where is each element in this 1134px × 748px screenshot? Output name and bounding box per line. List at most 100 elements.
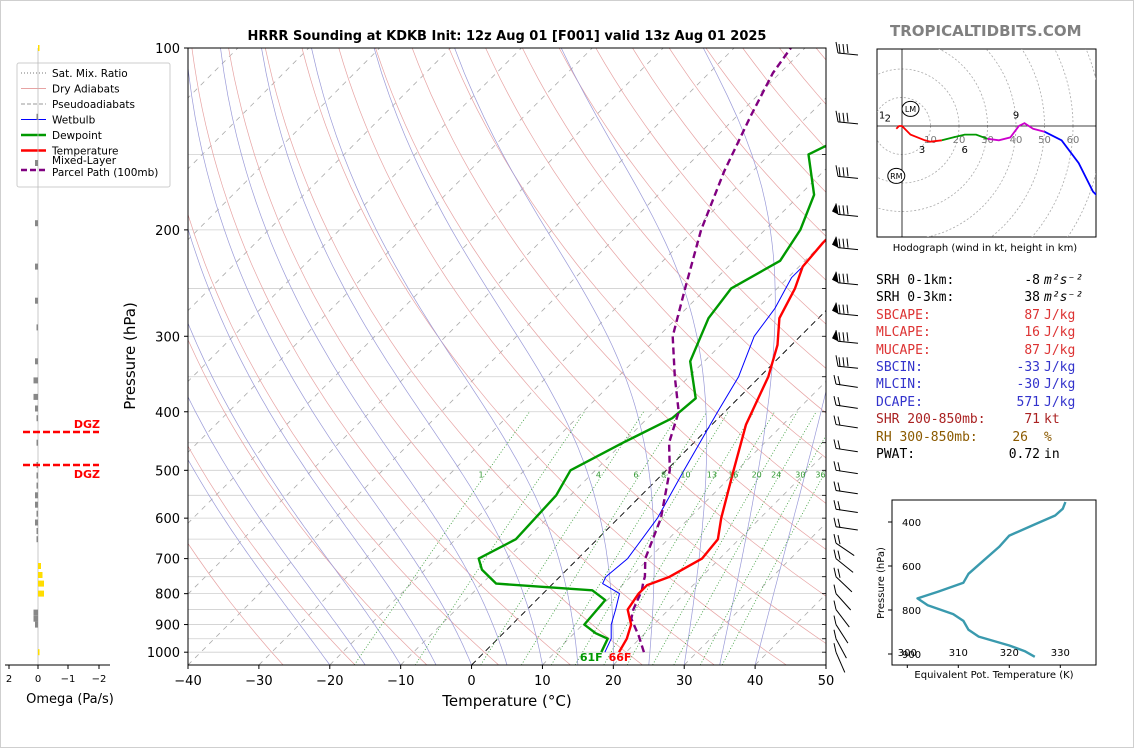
wind-barb [832,236,859,251]
hodograph-plot-area [876,48,1097,238]
y-tick-label: 900 [155,619,180,634]
omega-bars [33,45,44,665]
param-unit: J/kg [1044,359,1076,375]
hodograph-segment [1044,130,1096,196]
omega-bar [36,113,38,120]
mixing-ratio-line [652,411,798,665]
sounding-parameters: SRH 0-1km: -8 m²s⁻² SRH 0-3km: 38 m²s⁻² SBCAPE… [876,272,1106,463]
wind-barb-feather [846,273,849,283]
wind-barb-feather [846,43,849,54]
omega-x-tick-label: −1 [61,674,76,685]
param-label: MLCIN: [876,377,923,393]
omega-bar [36,324,38,331]
wind-barb [833,567,853,593]
param-unit: J/kg [1044,394,1076,410]
mixing-ratio-line [574,411,729,665]
mixing-ratio-line [699,434,826,665]
param-unit: m²s⁻² [1044,273,1084,288]
omega-bar [38,580,44,587]
wind-barb-feather [833,415,837,425]
wind-barb-feather [838,332,841,342]
wind-barb [833,461,858,475]
skewt-plot-border [187,47,827,666]
wind-barb-feather [846,304,849,314]
mixing-ratio-label: 20 [752,471,762,480]
wind-barb [833,396,858,409]
legend-label: Dewpoint [52,130,102,142]
param-label: DCAPE: [876,394,923,410]
wind-barb-feather [842,205,845,215]
mixing-ratio-labels: 1 4 6 8 10 13 16 20 24 30 36 [479,471,826,480]
wind-barb-staff [835,624,849,644]
wind-barb-feather [842,357,845,367]
wind-barb-staff [835,41,839,54]
omega-x-tick-label: 2 [6,674,12,685]
surface-temperature-label: 66F [609,651,632,664]
dry-adiabat-line [188,338,428,665]
legend-box [16,62,171,188]
wind-barb-feather [838,304,841,314]
dry-adiabat-line [485,48,826,459]
pseudoadiabat-line [220,48,508,665]
param-unit: J/kg [1044,342,1076,358]
param-unit: in [1044,446,1060,462]
thetae-x-tick-label: 300 [898,648,917,659]
wind-barb-feather [846,332,849,342]
param-unit: J/kg [1044,307,1076,323]
param-row: SHR 200-850mb: 71 kt [876,411,1106,428]
pseudoadiabat-line [754,389,826,665]
wind-barb-feather [838,273,841,283]
legend-label-line: Mixed-Layer [52,155,117,167]
hodograph-ring-label: 20 [953,135,966,146]
skewt-background-lines [188,48,826,665]
omega-bar [38,590,44,597]
wind-barb-flag [832,330,838,342]
param-value: 16 [1024,325,1040,341]
mixing-ratio-label: 4 [596,471,601,480]
isotherm-line [471,309,826,665]
wind-barb-staff [835,593,852,611]
wind-barb [833,534,855,557]
dry-adiabat-line [668,48,826,237]
param-unit: J/kg [1044,325,1076,341]
param-value: -30 [1016,377,1040,393]
omega-bar [35,621,38,628]
y-tick-label: 1000 [147,646,180,661]
x-tick-label: −20 [316,674,343,689]
wind-barb-feather [837,462,841,472]
wind-barb-flag [832,302,838,314]
param-row: RH 300-850mb: 26% [876,429,1106,446]
wind-barb [833,439,858,453]
hodograph-height-label: 2 [885,114,891,125]
mixing-ratio-label: 16 [728,471,738,480]
x-tick-label: 40 [747,674,764,689]
legend: Sat. Mix. Ratio Dry Adiabats Pseudoadiabat… [16,62,171,188]
param-label: SBCIN: [876,359,923,375]
omega-bar [33,393,38,400]
omega-bar [35,492,38,499]
mixing-ratio-line [673,411,817,665]
param-value: 87 [1024,307,1040,323]
x-axis-label: Temperature (°C) [441,692,571,710]
wind-barb-feather [838,112,841,122]
wind-barb-feather [846,205,849,215]
y-tick-label: 700 [155,553,180,568]
wind-barb-feather [837,501,841,511]
wind-barb [833,615,849,644]
wind-barb [835,41,859,56]
param-unit: % [1044,429,1052,445]
omega-bar [35,220,38,227]
mixing-ratio-label: 36 [815,471,825,480]
param-value: 87 [1024,342,1040,358]
x-tick-label: −30 [245,674,272,689]
wind-barb-feather [837,482,841,492]
param-unit: m²s⁻² [1044,290,1084,306]
dry-adiabat-line [632,48,826,281]
y-tick-label: 400 [155,406,180,421]
thetae-y-tick-label: 400 [902,518,921,529]
wind-barb-feather [846,167,849,177]
wind-barb [835,355,859,369]
dry-adiabat-line [338,48,826,644]
wind-barb [833,584,852,611]
param-value: 0.72 [1008,446,1040,462]
